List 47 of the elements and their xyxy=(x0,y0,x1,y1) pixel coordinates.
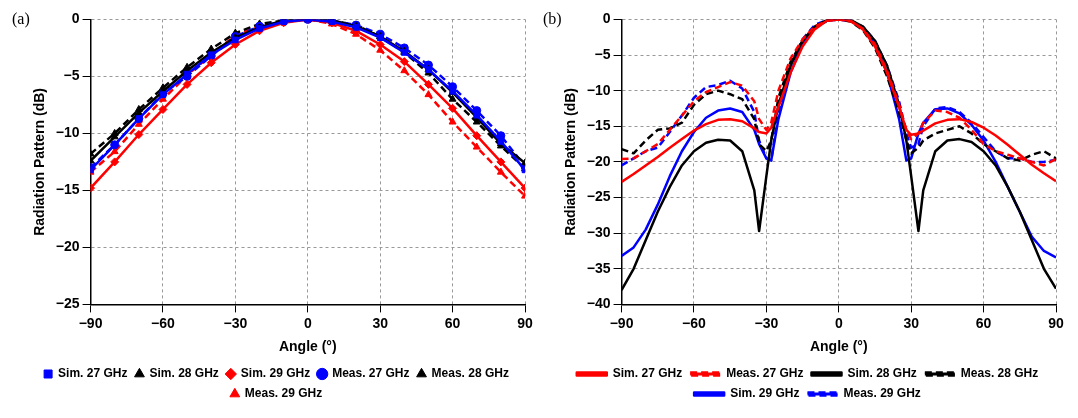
legend-label: Meas. 28 GHz xyxy=(431,366,509,381)
x-tick-label: 60 xyxy=(975,314,992,331)
x-tick-label: 0 xyxy=(834,314,843,331)
x-tick-label: 0 xyxy=(303,314,312,331)
x-tick-label: 60 xyxy=(444,314,461,331)
x-axis-title: Angle (°) xyxy=(809,338,868,355)
y-tick-label: 0 xyxy=(602,10,611,27)
y-tick-label: −15 xyxy=(55,181,80,198)
x-tick-label: −90 xyxy=(609,314,634,331)
chart-title: (b) xyxy=(543,10,562,29)
y-tick-label: −5 xyxy=(63,67,80,84)
legend-label: Sim. 29 GHz xyxy=(240,366,311,381)
legend-label: Meas. 29 GHz xyxy=(244,386,323,401)
legend-label: Sim. 28 GHz xyxy=(149,366,219,381)
legend-label: Sim. 27 GHz xyxy=(58,366,128,381)
y-tick-label: −20 xyxy=(586,152,611,169)
legend-label: Sim. 27 GHz xyxy=(612,366,683,381)
legend-label: Meas. 27 GHz xyxy=(726,366,804,381)
x-tick-label: 90 xyxy=(517,314,533,331)
x-tick-label: −30 xyxy=(223,314,248,331)
legend-label: Sim. 28 GHz xyxy=(847,366,917,381)
y-axis-title: Radiation Pattern (dB) xyxy=(31,88,48,236)
y-tick-label: −5 xyxy=(594,45,611,62)
legend-label: Meas. 28 GHz xyxy=(960,366,1039,381)
legend-label: Meas. 29 GHz xyxy=(843,386,921,401)
x-tick-label: −60 xyxy=(151,314,176,331)
y-tick-label: −10 xyxy=(55,124,80,141)
x-tick-label: −30 xyxy=(754,314,779,331)
y-tick-label: −25 xyxy=(55,295,80,312)
x-tick-label: 30 xyxy=(903,314,920,331)
x-tick-label: 90 xyxy=(1048,314,1064,331)
y-tick-label: −35 xyxy=(586,259,611,276)
chart-title: (a) xyxy=(12,10,30,29)
legend-label: Meas. 27 GHz xyxy=(332,366,410,381)
x-tick-label: −60 xyxy=(682,314,707,331)
y-axis-title: Radiation Pattern (dB) xyxy=(562,88,579,236)
x-tick-label: 30 xyxy=(372,314,389,331)
legend-label: Sim. 29 GHz xyxy=(730,386,800,401)
y-tick-label: −20 xyxy=(55,238,80,255)
y-tick-label: −15 xyxy=(586,117,611,134)
y-tick-label: −30 xyxy=(586,224,611,241)
y-tick-label: 0 xyxy=(71,10,80,27)
y-tick-label: −25 xyxy=(586,188,611,205)
x-axis-title: Angle (°) xyxy=(278,338,337,355)
y-tick-label: −10 xyxy=(586,81,611,98)
x-tick-label: −90 xyxy=(78,314,103,331)
y-tick-label: −40 xyxy=(586,295,611,312)
